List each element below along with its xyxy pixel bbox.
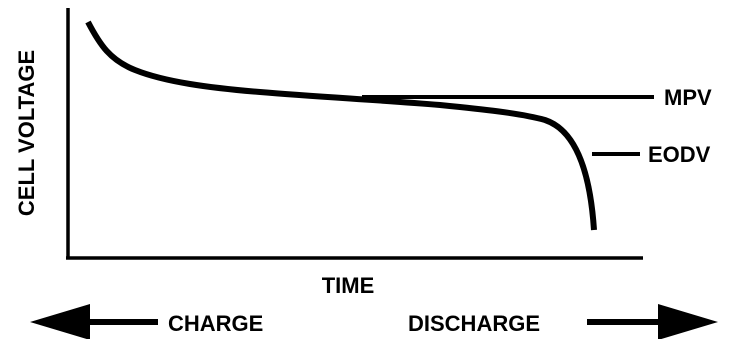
mpv-label: MPV — [664, 85, 712, 110]
discharge-arrow-head — [658, 304, 718, 340]
charge-label: CHARGE — [168, 311, 263, 336]
y-axis-label: CELL VOLTAGE — [14, 50, 39, 216]
charge-arrow-head — [30, 304, 90, 340]
discharge-label: DISCHARGE — [408, 311, 540, 336]
x-axis-label: TIME — [322, 273, 375, 298]
voltage-curve — [85, 20, 597, 231]
eodv-label: EODV — [648, 142, 711, 167]
